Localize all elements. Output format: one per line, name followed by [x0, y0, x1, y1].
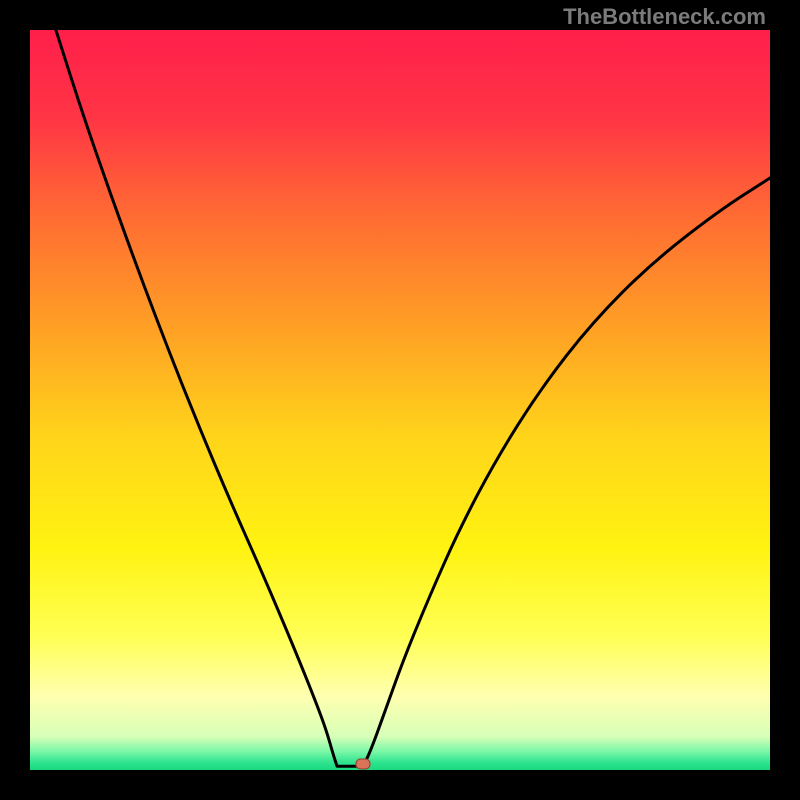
bottleneck-curve — [30, 30, 770, 770]
watermark-label: TheBottleneck.com — [563, 4, 766, 30]
optimal-point-marker — [356, 759, 371, 770]
chart-frame: TheBottleneck.com — [0, 0, 800, 800]
plot-area — [30, 30, 770, 770]
